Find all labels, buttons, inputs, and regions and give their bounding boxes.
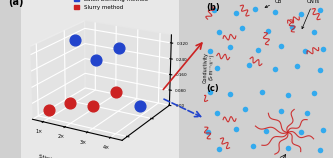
- X-axis label: Stirring number: Stirring number: [38, 154, 82, 158]
- Text: (b): (b): [206, 3, 220, 12]
- Text: (a): (a): [9, 0, 24, 7]
- Text: (c): (c): [206, 84, 219, 93]
- Text: CB: CB: [265, 0, 282, 7]
- Text: CNTs: CNTs: [302, 0, 320, 29]
- Legend: Latex blending method, Slurry method: Latex blending method, Slurry method: [71, 0, 150, 12]
